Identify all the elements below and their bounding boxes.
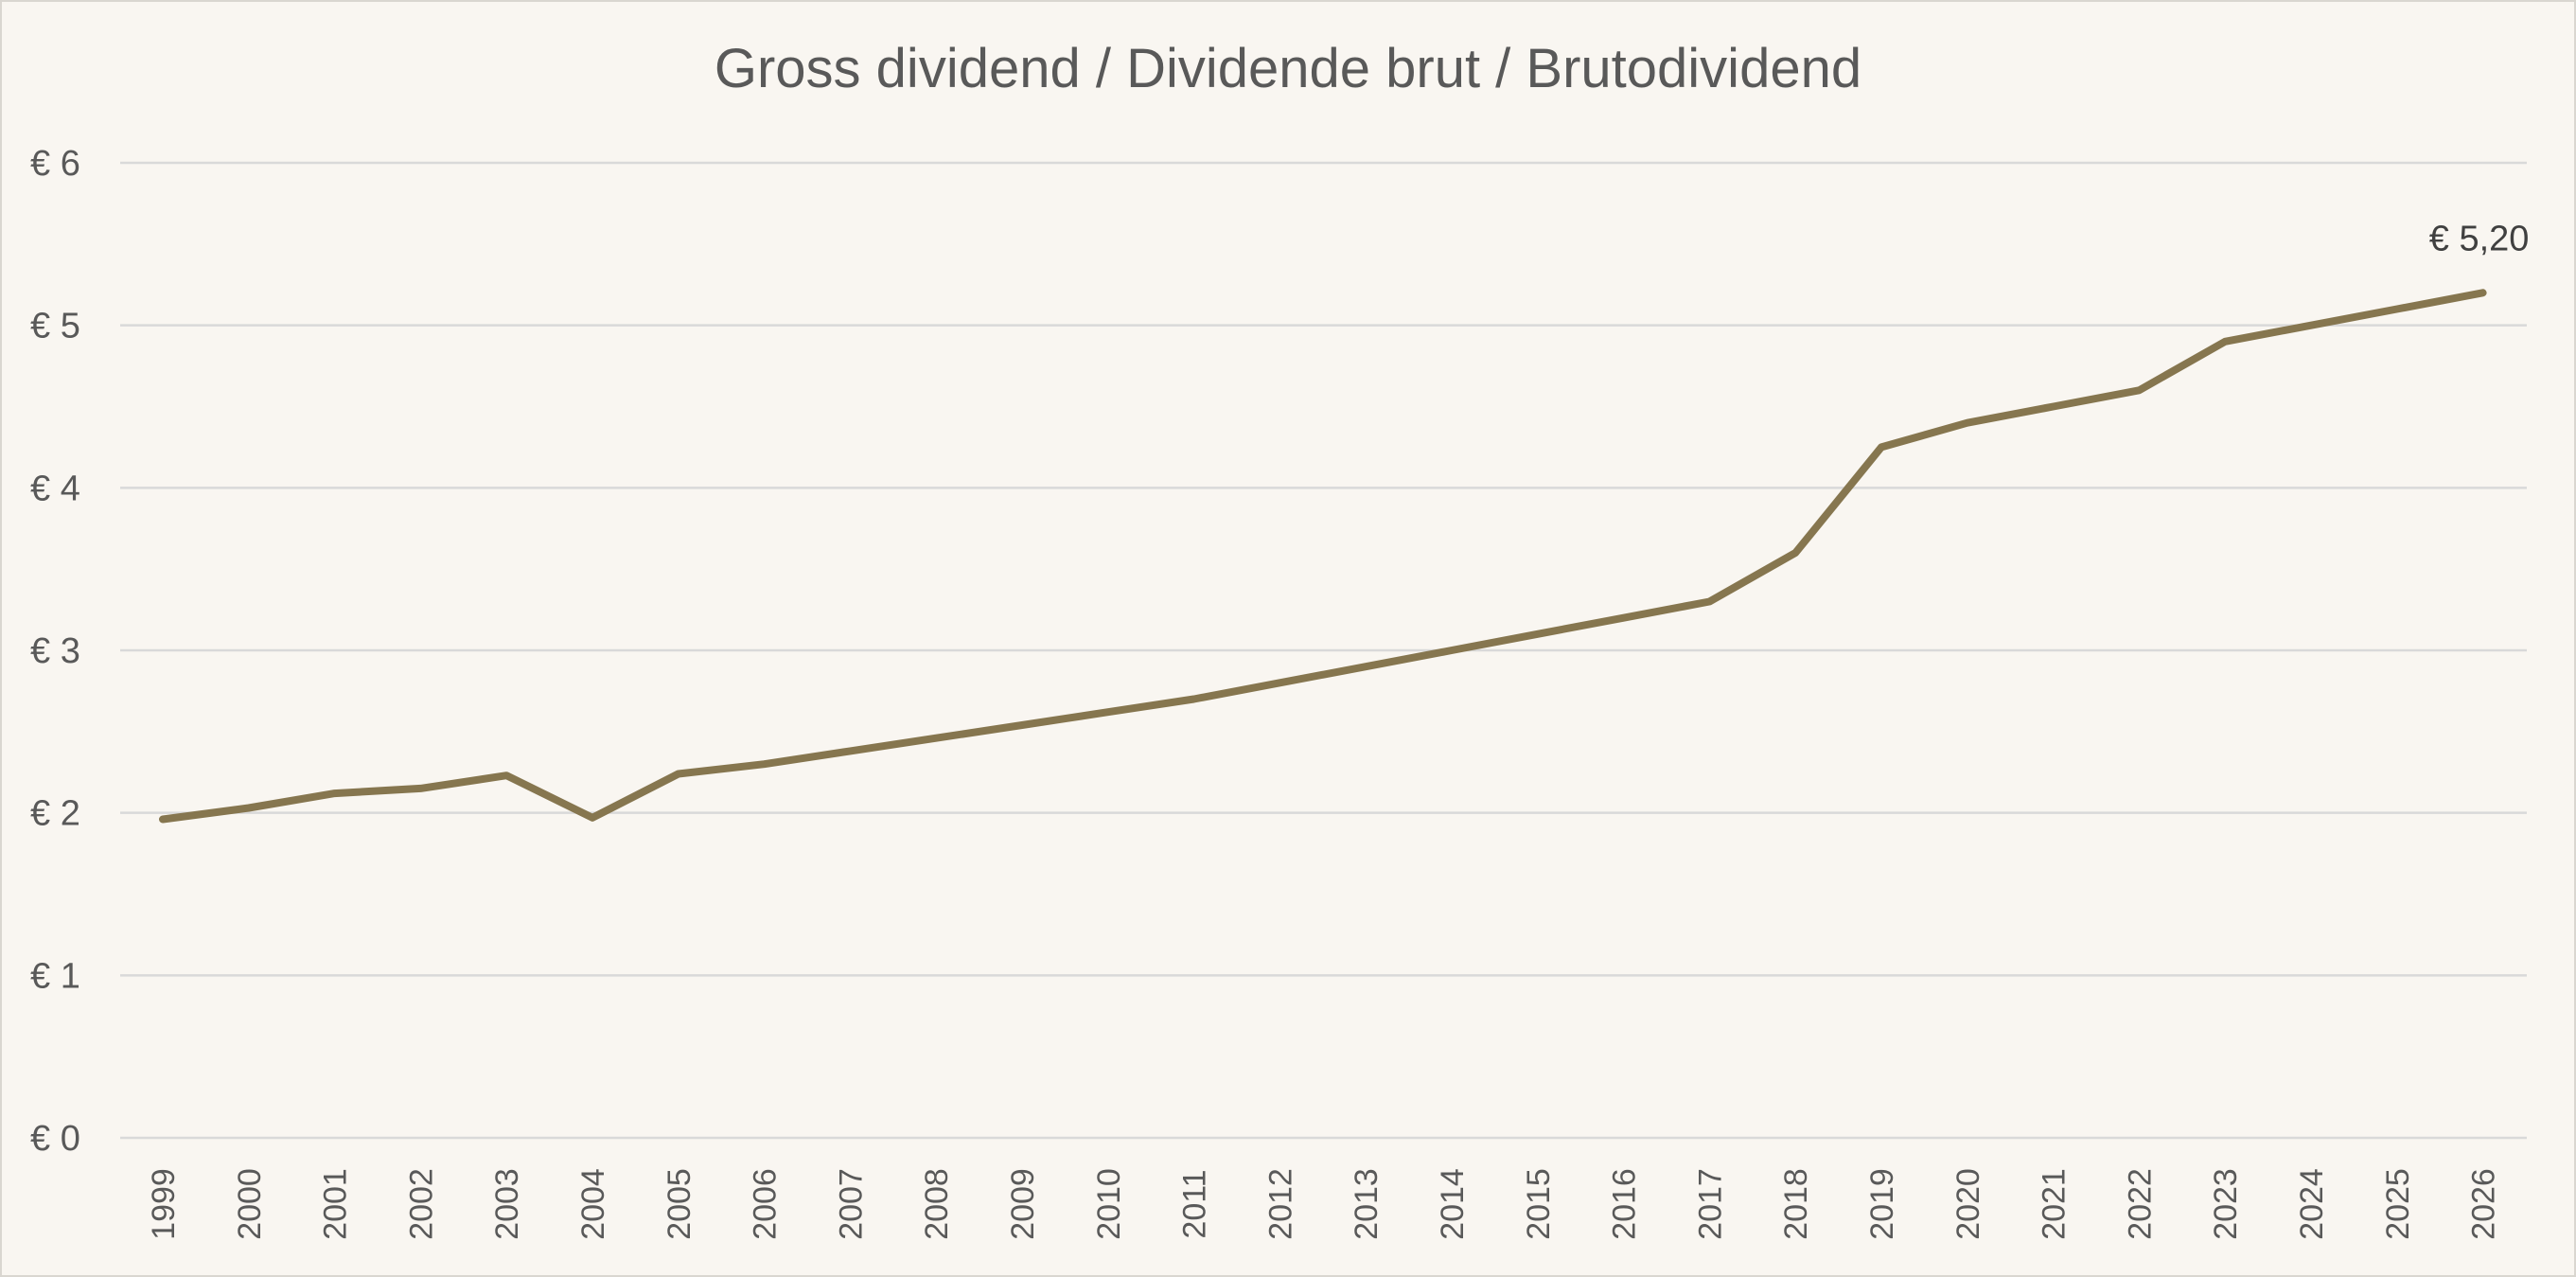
x-tick-label: 2024 — [2294, 1168, 2330, 1240]
gridlines — [120, 161, 2527, 1140]
x-tick-label: 2017 — [1692, 1168, 1728, 1240]
x-tick-label: 2007 — [833, 1168, 869, 1240]
data-labels: € 5,20 — [2429, 219, 2530, 258]
x-tick-label: 2011 — [1177, 1169, 1213, 1238]
x-tick-label: 2005 — [662, 1168, 697, 1240]
x-tick-label: 2008 — [919, 1168, 955, 1240]
y-tick-label: € 0 — [30, 1119, 80, 1159]
x-tick-label: 2003 — [489, 1168, 525, 1240]
x-tick-label: 2018 — [1778, 1168, 1814, 1240]
x-tick-label: 2015 — [1521, 1168, 1557, 1240]
y-tick-label: € 4 — [30, 469, 80, 508]
y-tick-label: € 3 — [30, 631, 80, 671]
x-tick-label: 2016 — [1607, 1168, 1643, 1240]
x-tick-label: 2010 — [1091, 1168, 1127, 1240]
x-tick-label: 2012 — [1262, 1168, 1298, 1240]
x-tick-label: 2023 — [2208, 1168, 2244, 1240]
series-line-0 — [159, 289, 2487, 824]
x-tick-label: 2025 — [2380, 1168, 2416, 1240]
x-tick-label: 2013 — [1349, 1168, 1385, 1240]
x-tick-label: 2014 — [1435, 1168, 1471, 1240]
x-tick-label: 2006 — [748, 1168, 784, 1240]
x-tick-label: 2022 — [2122, 1168, 2158, 1240]
chart-title: Gross dividend / Dividende brut / Brutod… — [715, 38, 1861, 99]
x-tick-label: 1999 — [146, 1168, 182, 1240]
x-tick-label: 2004 — [575, 1168, 611, 1240]
x-tick-label: 2001 — [318, 1168, 354, 1240]
y-tick-label: € 6 — [30, 144, 80, 184]
y-tick-label: € 2 — [30, 794, 80, 834]
x-tick-label: 2009 — [1005, 1168, 1041, 1240]
y-tick-label: € 1 — [30, 956, 80, 996]
x-tick-label: 2002 — [403, 1168, 439, 1240]
x-axis: 1999 2000 2001 2002 2003 2004 2005 2006 2007 2008… — [146, 1168, 2502, 1240]
x-tick-label: 2020 — [1950, 1168, 1986, 1240]
data-label: € 5,20 — [2429, 219, 2530, 258]
series-layer — [159, 289, 2487, 824]
x-tick-label: 2026 — [2466, 1168, 2502, 1240]
y-tick-label: € 5 — [30, 307, 80, 346]
x-tick-label: 2000 — [232, 1168, 268, 1240]
x-tick-label: 2021 — [2037, 1168, 2073, 1240]
y-axis: € 0 € 1 € 2 € 3 € 4 € 5 € 6 — [30, 144, 80, 1159]
x-tick-label: 2019 — [1864, 1168, 1900, 1240]
